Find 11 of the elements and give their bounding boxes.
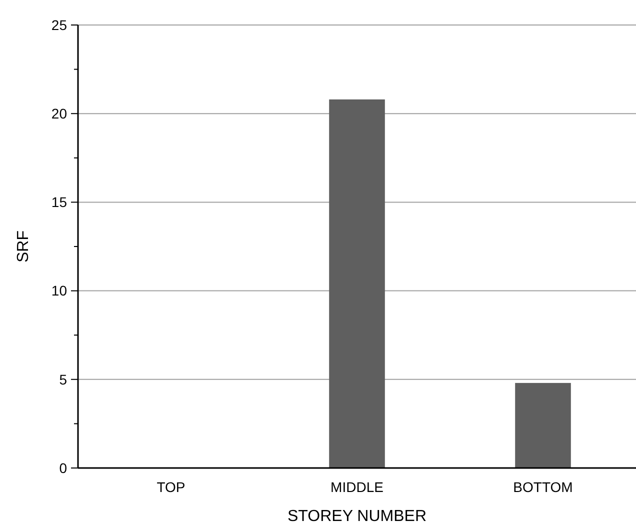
y-tick-label: 20	[51, 106, 68, 122]
y-tick-label: 25	[51, 16, 68, 33]
y-tick-label: 0	[59, 460, 68, 476]
x-tick-label: TOP	[156, 479, 186, 495]
y-tick-label: 5	[59, 371, 68, 388]
x-axis-title: STOREY NUMBER	[288, 508, 426, 525]
y-tick-label: 10	[51, 282, 68, 299]
y-axis-title: SRF	[15, 230, 32, 262]
x-tick-label: MIDDLE	[330, 479, 384, 495]
y-tick-label: 15	[51, 194, 68, 210]
x-tick-label: BOTTOM	[513, 479, 573, 495]
